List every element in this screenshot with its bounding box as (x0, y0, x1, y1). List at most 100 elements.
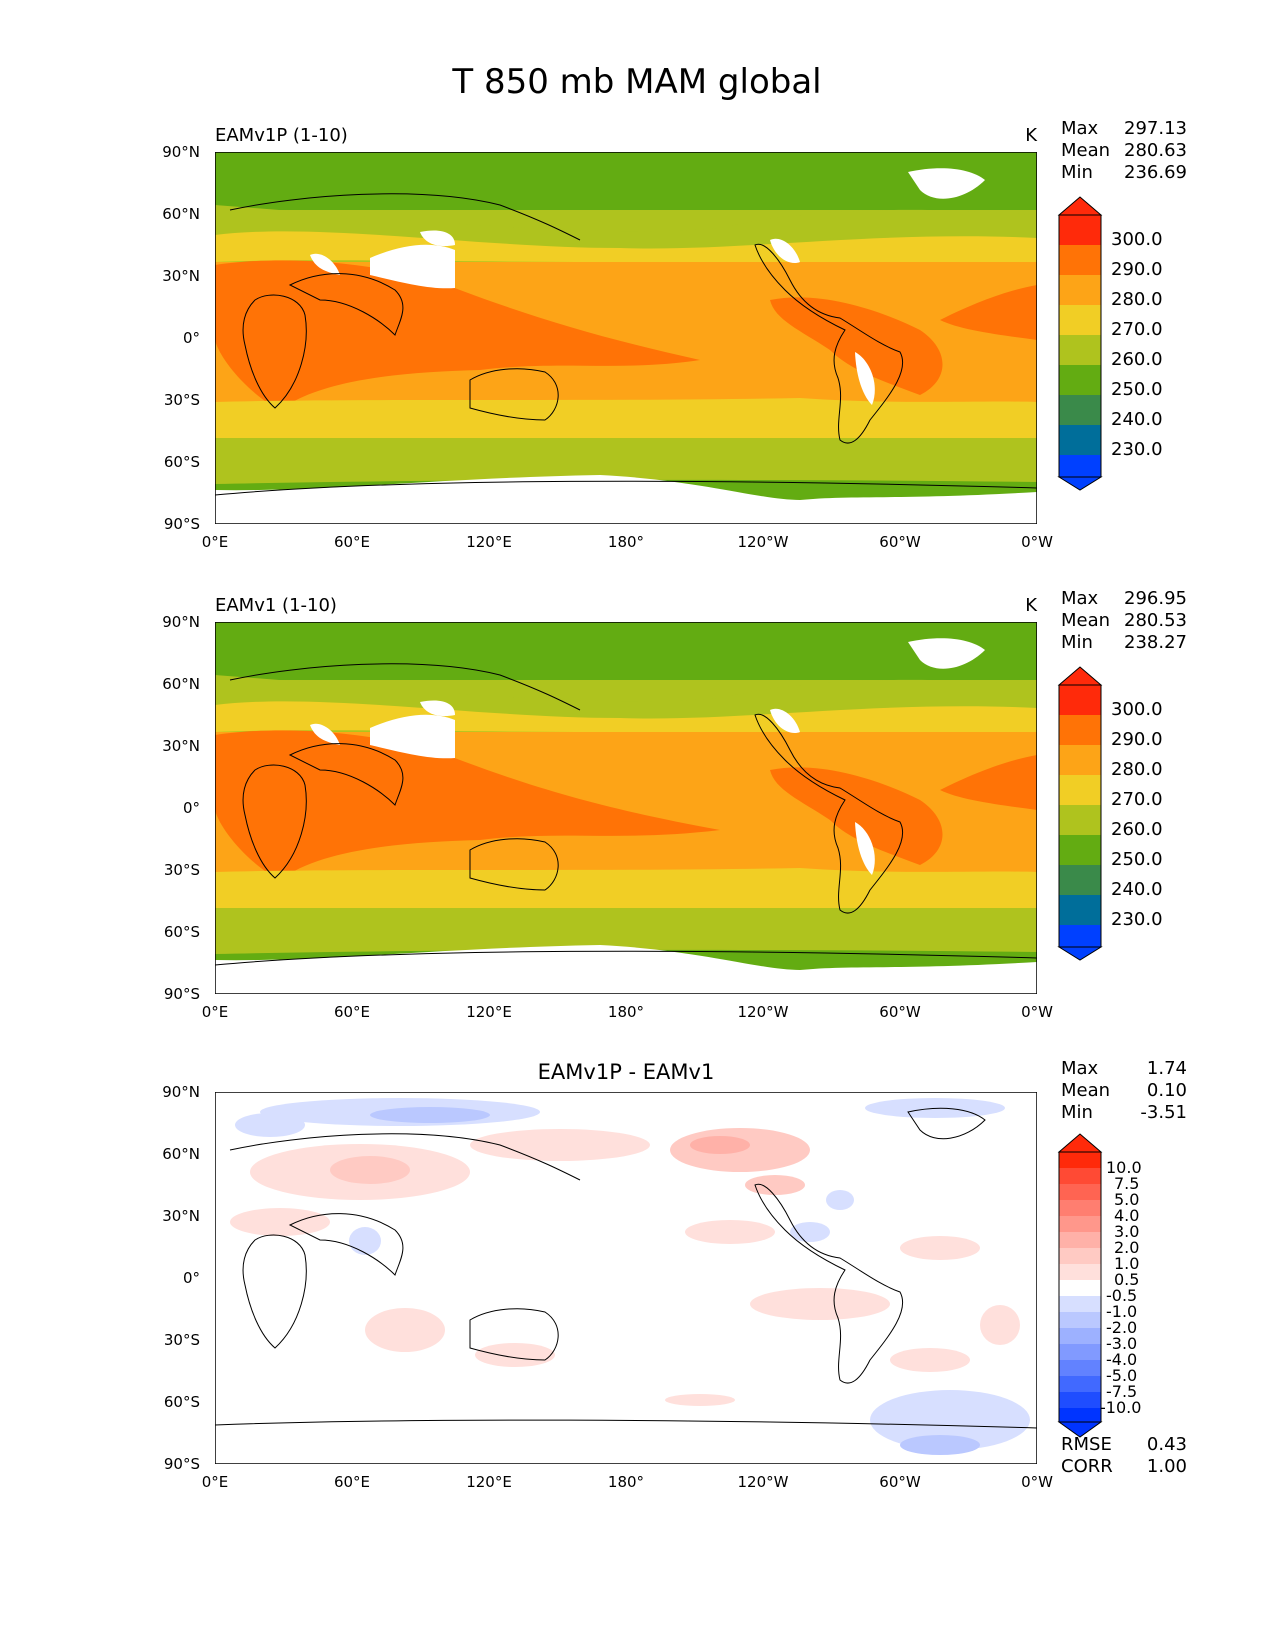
stat-max-value: 297.13 (1124, 118, 1187, 139)
stat-mean-label: Mean (1061, 610, 1110, 631)
colorbar-label: 250.0 (1111, 379, 1163, 400)
lat-tick-label: 90°N (162, 1083, 200, 1101)
lat-tick-label: 60°N (162, 1145, 200, 1163)
map-field-diff (215, 1092, 1037, 1464)
stat-mean-label: Mean (1061, 1080, 1110, 1101)
rmse-value: 0.43 (1147, 1434, 1187, 1455)
stat-mean-value: 280.63 (1124, 140, 1187, 161)
colorbar-diff: 10.0 7.5 5.0 4.0 3.0 2.0 1.0 0.5 -0.5 -1… (1057, 1133, 1142, 1438)
colorbar-label: 1.0 (1114, 1254, 1139, 1273)
figure-title: T 850 mb MAM global (451, 62, 821, 102)
colorbar-label: 10.0 (1106, 1158, 1142, 1177)
colorbar-label: 230.0 (1111, 439, 1163, 460)
panel-test: EAMv1P (1-10) K Max 297.13 Mean 280.63 M… (162, 118, 1187, 551)
colorbar-ref: 300.0 290.0 280.0 270.0 260.0 250.0 240.… (1057, 666, 1163, 961)
stat-mean-value: 0.10 (1147, 1080, 1187, 1101)
stat-min-label: Min (1061, 162, 1093, 183)
colorbar-label: 240.0 (1111, 409, 1163, 430)
colorbar-label: 300.0 (1111, 699, 1163, 720)
lon-tick-label: 120°W (738, 533, 789, 551)
lon-tick-label: 60°E (334, 533, 370, 551)
colorbar-label: 2.0 (1114, 1238, 1139, 1257)
lat-tick-label: 30°S (164, 1331, 200, 1349)
colorbar-label: -2.0 (1106, 1318, 1137, 1337)
colorbar-label: 270.0 (1111, 789, 1163, 810)
panel-units: K (1025, 595, 1038, 616)
colorbar-label: -4.0 (1106, 1350, 1137, 1369)
colorbar-label: -1.0 (1106, 1302, 1137, 1321)
lat-tick-label: 90°S (164, 985, 200, 1003)
colorbar-label: 0.5 (1114, 1270, 1139, 1289)
lon-tick-label: 120°E (466, 533, 512, 551)
lat-tick-label: 60°N (162, 675, 200, 693)
stat-max-value: 1.74 (1147, 1058, 1187, 1079)
stats-box: Max 1.74 Mean 0.10 Min -3.51 (1061, 1058, 1187, 1123)
colorbar-label: 3.0 (1114, 1222, 1139, 1241)
panel-title-center: EAMv1P - EAMv1 (538, 1060, 715, 1084)
stat-max-label: Max (1061, 588, 1099, 609)
lat-tick-label: 60°N (162, 205, 200, 223)
colorbar-label: 290.0 (1111, 259, 1163, 280)
lon-tick-label: 0°W (1021, 1003, 1053, 1021)
lat-tick-label: 30°N (162, 1207, 200, 1225)
lon-tick-label: 120°E (466, 1473, 512, 1491)
lon-tick-label: 0°E (202, 533, 229, 551)
lon-tick-label: 0°W (1021, 533, 1053, 551)
colorbar-label: 4.0 (1114, 1206, 1139, 1225)
colorbar-label: -3.0 (1106, 1334, 1137, 1353)
lat-tick-label: 30°N (162, 737, 200, 755)
colorbar-label: 240.0 (1111, 879, 1163, 900)
panel-title-left: EAMv1 (1-10) (215, 595, 337, 616)
lat-tick-label: 0° (183, 329, 200, 347)
lon-tick-label: 120°W (738, 1473, 789, 1491)
panel-title-left: EAMv1P (1-10) (215, 125, 348, 146)
colorbar-label: 300.0 (1111, 229, 1163, 250)
stat-min-label: Min (1061, 632, 1093, 653)
stat-min-value: 236.69 (1124, 162, 1187, 183)
lon-tick-label: 180° (608, 533, 644, 551)
colorbar-label: 280.0 (1111, 759, 1163, 780)
lat-tick-label: 60°S (164, 1393, 200, 1411)
colorbar-label: 250.0 (1111, 849, 1163, 870)
lon-tick-label: 0°E (202, 1473, 229, 1491)
stat-max-value: 296.95 (1124, 588, 1187, 609)
colorbar-label: 260.0 (1111, 819, 1163, 840)
lat-tick-label: 30°S (164, 861, 200, 879)
map-field-ref (215, 622, 1037, 994)
colorbar-label: -10.0 (1100, 1398, 1141, 1417)
lat-tick-label: 60°S (164, 923, 200, 941)
lat-tick-label: 30°N (162, 267, 200, 285)
stat-min-value: 238.27 (1124, 632, 1187, 653)
colorbar-test: 300.0 290.0 280.0 270.0 260.0 250.0 240.… (1057, 196, 1163, 491)
stat-max-label: Max (1061, 1058, 1099, 1079)
lat-tick-label: 90°S (164, 515, 200, 533)
lon-tick-label: 0°E (202, 1003, 229, 1021)
colorbar-label: 5.0 (1114, 1190, 1139, 1209)
stat-mean-label: Mean (1061, 140, 1110, 161)
stats-box: Max 297.13 Mean 280.63 Min 236.69 (1061, 118, 1187, 183)
lon-tick-label: 120°W (738, 1003, 789, 1021)
corr-label: CORR (1061, 1456, 1113, 1477)
x-axis-ticks: 0°E 60°E 120°E 180° 120°W 60°W 0°W (202, 533, 1053, 551)
lat-tick-label: 0° (183, 1269, 200, 1287)
panel-ref: EAMv1 (1-10) K Max 296.95 Mean 280.53 Mi… (162, 588, 1187, 1021)
lat-tick-label: 90°S (164, 1455, 200, 1473)
y-axis-ticks: 90°N 60°N 30°N 0° 30°S 60°S 90°S (162, 143, 200, 533)
rmse-label: RMSE (1061, 1434, 1112, 1455)
lat-tick-label: 90°N (162, 613, 200, 631)
stat-min-label: Min (1061, 1102, 1093, 1123)
map-field-test (215, 152, 1037, 524)
y-axis-ticks: 90°N 60°N 30°N 0° 30°S 60°S 90°S (162, 1083, 200, 1473)
x-axis-ticks: 0°E 60°E 120°E 180° 120°W 60°W 0°W (202, 1003, 1053, 1021)
colorbar-label: 280.0 (1111, 289, 1163, 310)
lon-tick-label: 180° (608, 1473, 644, 1491)
lat-tick-label: 0° (183, 799, 200, 817)
lon-tick-label: 60°W (879, 1473, 921, 1491)
colorbar-label: 270.0 (1111, 319, 1163, 340)
colorbar-label: -7.5 (1106, 1382, 1137, 1401)
x-axis-ticks: 0°E 60°E 120°E 180° 120°W 60°W 0°W (202, 1473, 1053, 1491)
lat-tick-label: 30°S (164, 391, 200, 409)
stats-box: Max 296.95 Mean 280.53 Min 238.27 (1061, 588, 1187, 653)
lat-tick-label: 90°N (162, 143, 200, 161)
